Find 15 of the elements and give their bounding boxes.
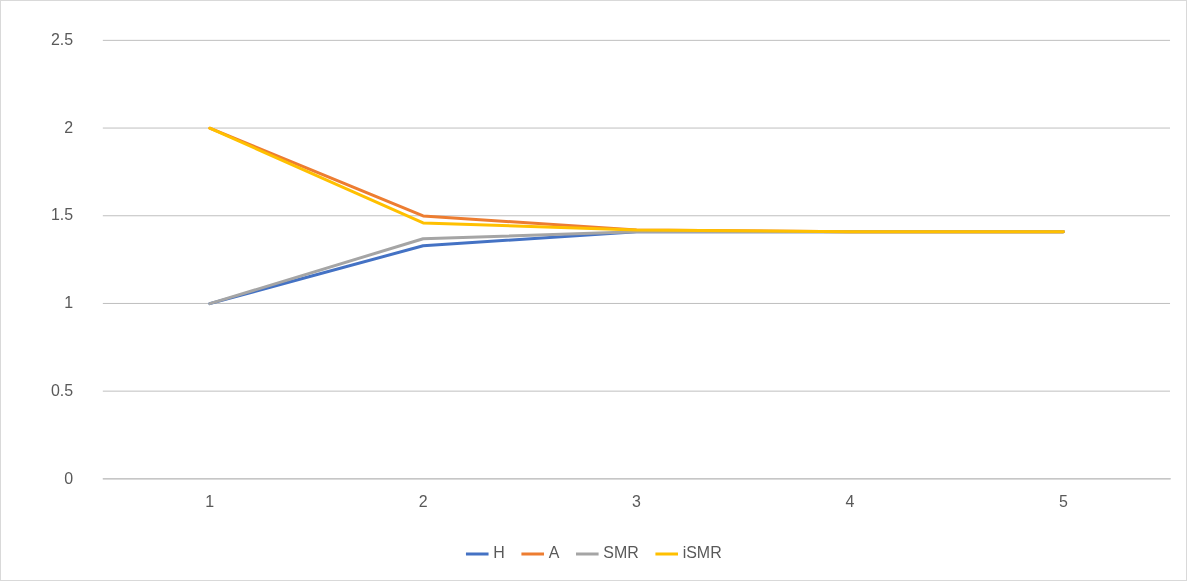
legend-label: H: [493, 544, 505, 562]
legend-label: iSMR: [682, 544, 722, 562]
x-tick-label: 3: [632, 493, 642, 511]
y-tick-label: 2: [64, 118, 74, 136]
y-tick-label: 2.5: [50, 30, 74, 48]
x-tick-label: 4: [845, 493, 855, 511]
legend-label: A: [548, 544, 560, 562]
y-tick-label: 0.5: [50, 381, 74, 399]
x-tick-label: 5: [1058, 493, 1068, 511]
legend-label: SMR: [603, 544, 639, 562]
x-tick-label: 1: [205, 493, 215, 511]
y-tick-label: 0: [64, 469, 74, 487]
y-tick-label: 1: [64, 294, 74, 312]
y-tick-label: 1.5: [50, 206, 74, 224]
x-tick-label: 2: [418, 493, 428, 511]
